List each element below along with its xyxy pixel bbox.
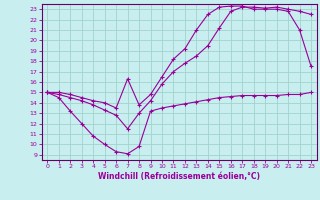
X-axis label: Windchill (Refroidissement éolien,°C): Windchill (Refroidissement éolien,°C) <box>98 172 260 181</box>
